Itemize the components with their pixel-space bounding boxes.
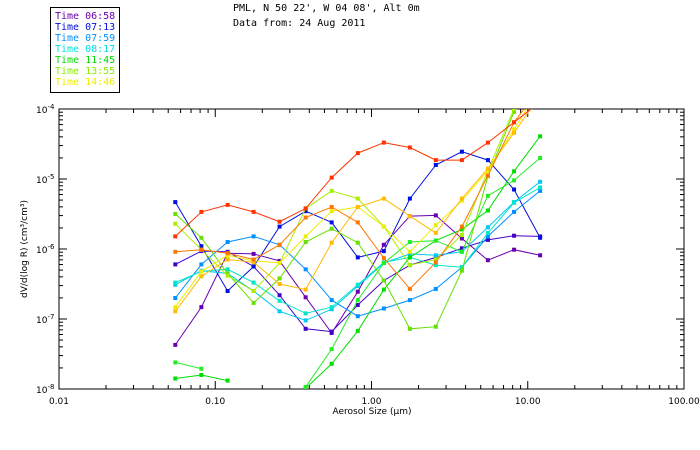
data-point — [303, 384, 308, 389]
legend-item: Time 06:58 — [55, 11, 116, 22]
y-tick-label: 10-8 — [36, 383, 54, 396]
data-point — [173, 262, 178, 267]
series-line — [175, 361, 202, 370]
y-tick-label: 10-4 — [36, 103, 55, 116]
data-point — [173, 249, 178, 254]
data-point — [538, 156, 543, 160]
series-11 — [173, 93, 542, 314]
y-axis-label: dV/d(log R) (cm³/cm³) — [20, 200, 30, 298]
x-tick-label: 100.00 — [668, 397, 700, 407]
data-point — [538, 93, 542, 97]
data-point — [538, 100, 542, 104]
data-point — [173, 234, 178, 239]
data-point — [173, 360, 178, 365]
legend: Time 06:58 Time 07:13 Time 07:59 Time 08… — [50, 7, 120, 93]
data-point — [173, 200, 178, 205]
data-point — [173, 296, 178, 300]
series-line — [174, 109, 532, 312]
x-axis-label: Aerosol Size (μm) — [333, 407, 412, 417]
data-point — [538, 253, 543, 258]
data-point — [173, 280, 178, 285]
series-7 — [173, 156, 543, 389]
series-line — [174, 190, 541, 317]
legend-item: Time 13:55 — [55, 66, 116, 77]
data-point — [538, 86, 542, 90]
series-line — [174, 109, 517, 330]
plot-frame — [58, 108, 685, 390]
series-line — [175, 186, 541, 314]
data-point — [173, 282, 178, 287]
x-tick-label: 1.00 — [361, 397, 381, 407]
data-point — [538, 86, 542, 90]
series-13 — [173, 100, 542, 239]
data-point — [538, 235, 543, 240]
data-point — [173, 221, 178, 226]
data-point — [173, 305, 178, 310]
data-point — [173, 342, 178, 347]
x-tick-label: 0.10 — [205, 397, 225, 407]
series-line — [174, 109, 532, 237]
legend-item: Time 07:13 — [55, 22, 116, 33]
data-point — [173, 212, 178, 216]
series-line — [174, 214, 541, 346]
data-point — [538, 188, 543, 193]
legend-item: Time 08:17 — [55, 44, 116, 55]
data-point — [538, 179, 543, 184]
y-tick-label: 10-5 — [36, 173, 54, 186]
x-tick-label: 0.01 — [49, 397, 69, 407]
data-point — [173, 376, 178, 381]
data-point — [173, 309, 178, 314]
data-point — [538, 134, 543, 139]
data-point — [225, 378, 230, 383]
series-line — [175, 109, 525, 290]
data-point — [538, 72, 542, 76]
y-tick-label: 10-6 — [36, 243, 55, 256]
y-tick-label: 10-7 — [36, 313, 54, 326]
series-line — [305, 157, 541, 388]
series-line — [305, 136, 541, 389]
series-line — [175, 374, 228, 382]
header-date: Data from: 24 Aug 2011 — [233, 18, 366, 29]
legend-item: Time 07:59 — [55, 33, 116, 44]
x-tick-label: 10.00 — [515, 397, 541, 407]
data-point — [538, 72, 542, 76]
legend-item: Time 11:45 — [55, 55, 116, 66]
data-point — [538, 185, 543, 190]
legend-item: Time 14:46 — [55, 77, 116, 88]
header-location: PML, N 50 22', W 04 08', Alt 0m — [233, 3, 420, 14]
